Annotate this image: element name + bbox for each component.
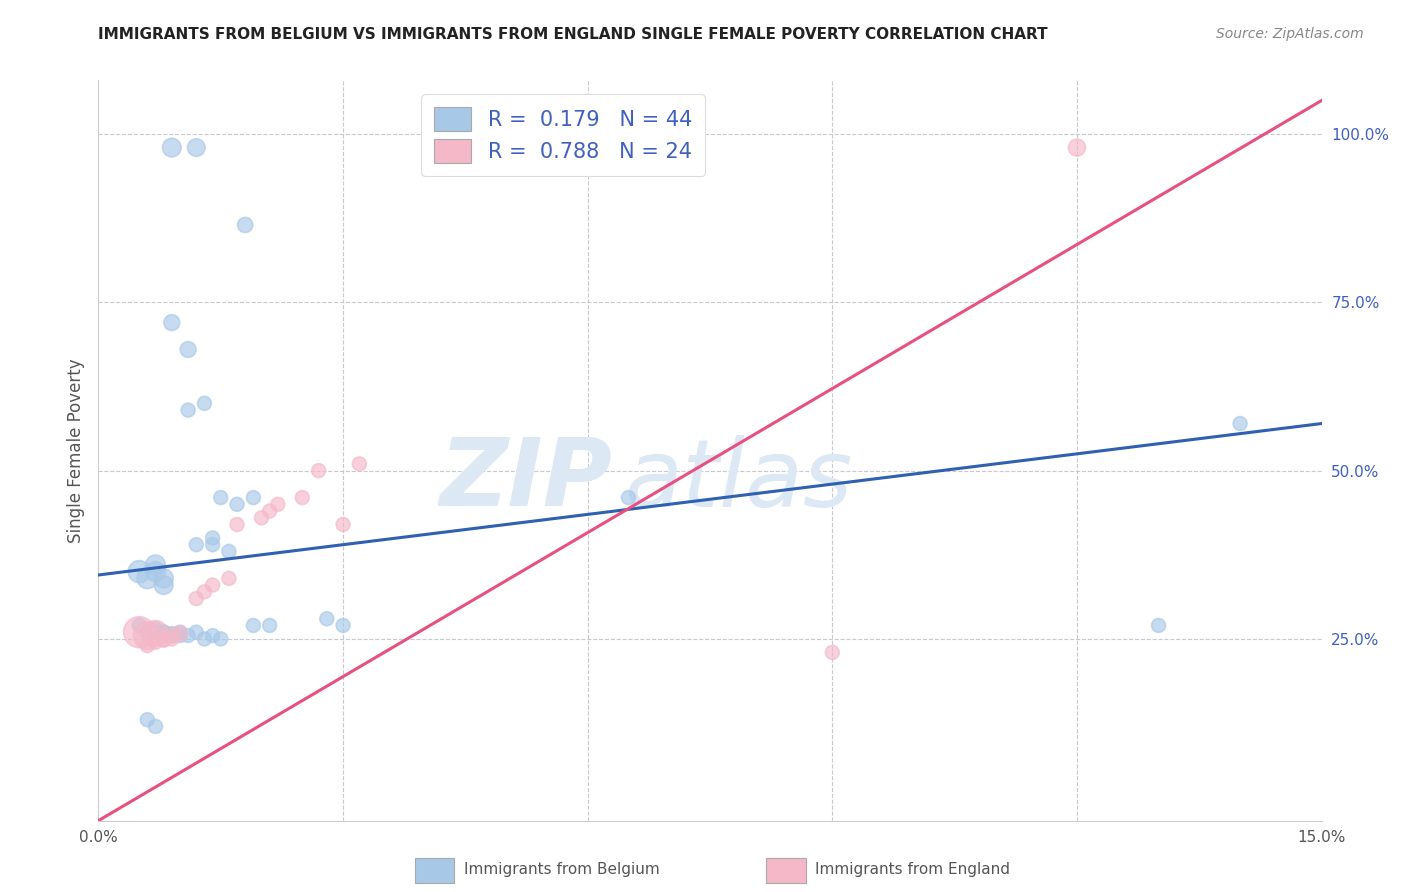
Text: Immigrants from England: Immigrants from England xyxy=(815,863,1011,877)
Point xyxy=(160,140,183,154)
Point xyxy=(136,629,159,643)
Point xyxy=(201,578,224,592)
Point xyxy=(136,713,159,727)
Point xyxy=(145,558,167,572)
Point xyxy=(186,140,208,154)
Point xyxy=(1147,618,1170,632)
Point xyxy=(291,491,314,505)
Point xyxy=(209,632,232,646)
Point xyxy=(209,491,232,505)
Point xyxy=(128,625,150,640)
Point xyxy=(617,491,640,505)
Point xyxy=(242,618,264,632)
Point xyxy=(242,491,264,505)
Point xyxy=(160,316,183,330)
Point xyxy=(145,625,167,640)
Point xyxy=(136,571,159,585)
Point xyxy=(226,517,249,532)
Point xyxy=(177,343,200,357)
Point xyxy=(186,591,208,606)
Point xyxy=(128,565,150,579)
Point xyxy=(136,625,159,640)
Point xyxy=(233,218,256,232)
Point xyxy=(1066,140,1088,154)
Point xyxy=(186,538,208,552)
Point xyxy=(332,517,354,532)
Point xyxy=(160,632,183,646)
Point xyxy=(152,625,174,640)
Point xyxy=(821,645,844,659)
Point xyxy=(136,639,159,653)
Point xyxy=(152,571,174,585)
Point xyxy=(152,632,174,646)
Point xyxy=(160,629,183,643)
Point xyxy=(186,625,208,640)
Point xyxy=(145,622,167,636)
Point xyxy=(145,635,167,649)
Point xyxy=(152,633,174,648)
Point xyxy=(349,457,371,471)
Point xyxy=(308,464,330,478)
Point xyxy=(152,578,174,592)
Point xyxy=(145,565,167,579)
Point xyxy=(315,612,337,626)
Text: Immigrants from Belgium: Immigrants from Belgium xyxy=(464,863,659,877)
Text: ZIP: ZIP xyxy=(439,434,612,526)
Point xyxy=(193,584,215,599)
Point xyxy=(193,396,215,410)
Point xyxy=(201,531,224,545)
Point xyxy=(128,618,150,632)
Point xyxy=(169,625,191,640)
Point xyxy=(250,510,273,524)
Point xyxy=(145,626,167,640)
Point xyxy=(160,626,183,640)
Point xyxy=(145,719,167,733)
Point xyxy=(177,403,200,417)
Point xyxy=(169,626,191,640)
Point xyxy=(332,618,354,632)
Point xyxy=(259,618,281,632)
Point xyxy=(267,497,290,511)
Point xyxy=(259,504,281,518)
Point xyxy=(160,629,183,643)
Point xyxy=(1229,417,1251,431)
Point xyxy=(193,632,215,646)
Text: atlas: atlas xyxy=(624,434,852,525)
Point xyxy=(218,571,240,585)
Point xyxy=(177,629,200,643)
Legend: R =  0.179   N = 44, R =  0.788   N = 24: R = 0.179 N = 44, R = 0.788 N = 24 xyxy=(422,95,704,176)
Point xyxy=(169,629,191,643)
Y-axis label: Single Female Poverty: Single Female Poverty xyxy=(66,359,84,542)
Text: IMMIGRANTS FROM BELGIUM VS IMMIGRANTS FROM ENGLAND SINGLE FEMALE POVERTY CORRELA: IMMIGRANTS FROM BELGIUM VS IMMIGRANTS FR… xyxy=(98,27,1047,42)
Point xyxy=(218,544,240,558)
Point xyxy=(226,497,249,511)
Point xyxy=(152,625,174,640)
Point xyxy=(201,538,224,552)
Text: Source: ZipAtlas.com: Source: ZipAtlas.com xyxy=(1216,27,1364,41)
Point xyxy=(201,629,224,643)
